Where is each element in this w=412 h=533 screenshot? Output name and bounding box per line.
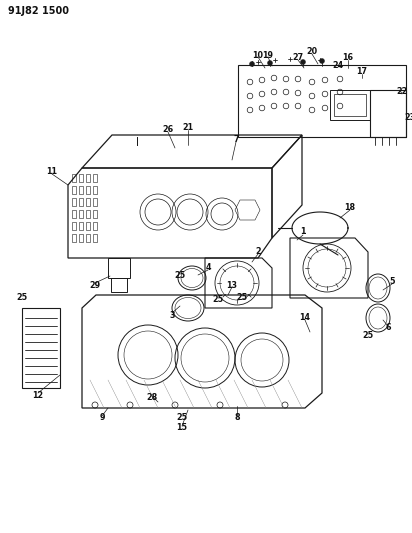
Bar [93, 234, 97, 242]
Circle shape [319, 59, 325, 63]
Text: 7: 7 [233, 135, 239, 144]
Bar [86, 186, 90, 194]
Text: 25: 25 [174, 271, 185, 279]
Text: 23: 23 [405, 114, 412, 123]
Bar [79, 186, 83, 194]
Bar [79, 198, 83, 206]
Text: 9: 9 [99, 414, 105, 423]
Text: 28: 28 [146, 393, 158, 402]
Text: 19: 19 [262, 51, 274, 60]
Bar [72, 210, 76, 218]
Bar [86, 234, 90, 242]
Bar [93, 198, 97, 206]
Text: 1: 1 [300, 228, 306, 237]
Text: 20: 20 [307, 47, 318, 56]
Text: 22: 22 [396, 87, 407, 96]
Text: 27: 27 [293, 53, 304, 62]
Text: 29: 29 [89, 280, 101, 289]
Text: 18: 18 [344, 204, 356, 213]
Circle shape [300, 60, 306, 64]
Text: 8: 8 [234, 414, 240, 423]
Text: 2: 2 [255, 247, 261, 256]
Text: 17: 17 [356, 68, 368, 77]
Text: 10: 10 [253, 51, 264, 60]
Text: 5: 5 [389, 278, 395, 287]
Text: 3: 3 [169, 311, 175, 319]
Text: 25: 25 [213, 295, 224, 304]
Bar [86, 174, 90, 182]
Circle shape [250, 61, 255, 67]
Text: 12: 12 [33, 391, 44, 400]
Bar [72, 198, 76, 206]
Bar [79, 222, 83, 230]
Text: 24: 24 [332, 61, 344, 69]
Bar [86, 210, 90, 218]
Text: 16: 16 [342, 53, 353, 62]
Text: 26: 26 [162, 125, 173, 134]
Text: 25: 25 [16, 294, 28, 303]
Text: 25: 25 [176, 414, 187, 423]
Text: 13: 13 [227, 280, 237, 289]
Circle shape [267, 61, 272, 66]
Bar [72, 186, 76, 194]
Text: 4: 4 [205, 263, 211, 272]
Bar [79, 210, 83, 218]
Bar [93, 186, 97, 194]
Bar [93, 222, 97, 230]
Text: 25: 25 [363, 330, 374, 340]
Text: 91J82 1500: 91J82 1500 [8, 6, 69, 16]
Bar [79, 174, 83, 182]
Bar [86, 198, 90, 206]
Bar [72, 234, 76, 242]
Text: 25: 25 [236, 294, 248, 303]
Bar [72, 174, 76, 182]
Text: 11: 11 [47, 167, 58, 176]
Bar [86, 222, 90, 230]
Text: 6: 6 [385, 324, 391, 333]
Text: 14: 14 [300, 313, 311, 322]
Bar [93, 174, 97, 182]
Bar [93, 210, 97, 218]
Text: 15: 15 [176, 424, 187, 432]
Text: 21: 21 [183, 124, 194, 133]
Bar [79, 234, 83, 242]
Bar [72, 222, 76, 230]
